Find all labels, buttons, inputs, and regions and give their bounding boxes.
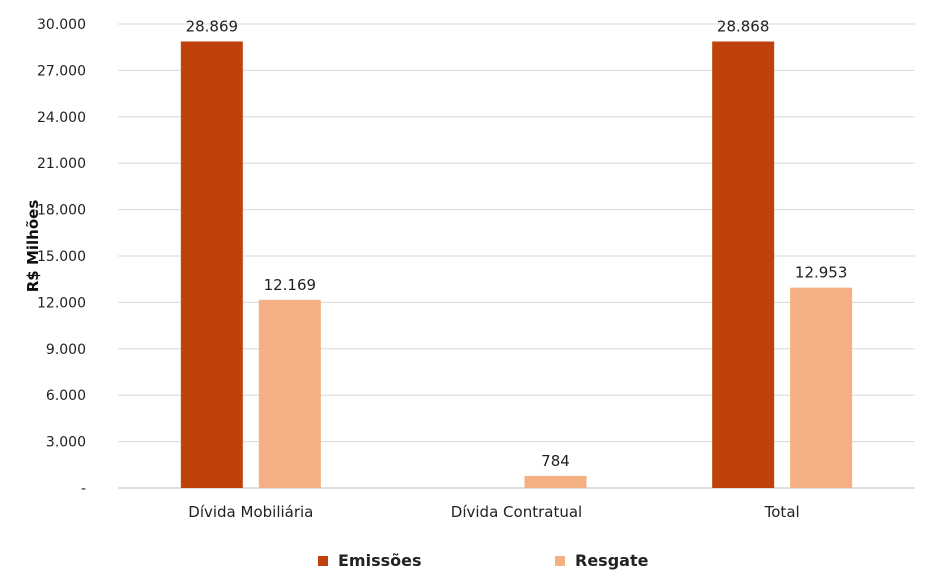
bar-resgate [790,287,853,488]
data-label: 28.869 [186,17,239,35]
bar-emiss-es [712,41,775,488]
bar-resgate [258,299,321,488]
data-labels: 28.869 12.169 784 28.868 12.953 [186,17,848,469]
data-label: 12.953 [795,264,848,282]
y-tick-label: - [81,481,86,497]
y-tick-label: 3.000 [46,435,86,451]
y-tick-label: 21.000 [37,156,86,172]
bar-resgate [524,475,587,488]
y-tick-label: 18.000 [37,203,86,219]
y-tick-label: 24.000 [37,110,86,126]
legend-swatch [318,556,328,566]
data-label: 28.868 [717,18,770,36]
y-tick-label: 9.000 [46,342,86,358]
y-tick-label: 27.000 [37,63,86,79]
x-category-label: Total [764,503,800,521]
data-label: 784 [541,452,570,470]
bars [180,41,853,489]
y-tick-label: 12.000 [37,295,86,311]
grid-lines [118,23,915,443]
legend-label: Emissões [338,551,422,570]
y-tick-label: 30.000 [37,17,86,33]
x-category-label: Dívida Contratual [451,503,582,521]
bar-emiss-es [180,41,243,489]
y-tick-label: 6.000 [46,388,86,404]
data-label: 12.169 [264,276,317,294]
y-axis-title: R$ Milhões [24,200,42,293]
x-category-label: Dívida Mobiliária [188,503,313,521]
legend: Emissões Resgate [318,551,649,570]
category-labels: Dívida Mobiliária Dívida Contratual Total [188,503,799,521]
y-axis-ticks: - 3.000 6.000 9.000 12.000 15.000 18.000 21.000… [37,17,86,497]
legend-label: Resgate [575,551,649,570]
legend-swatch [555,556,565,566]
y-tick-label: 15.000 [37,249,86,265]
